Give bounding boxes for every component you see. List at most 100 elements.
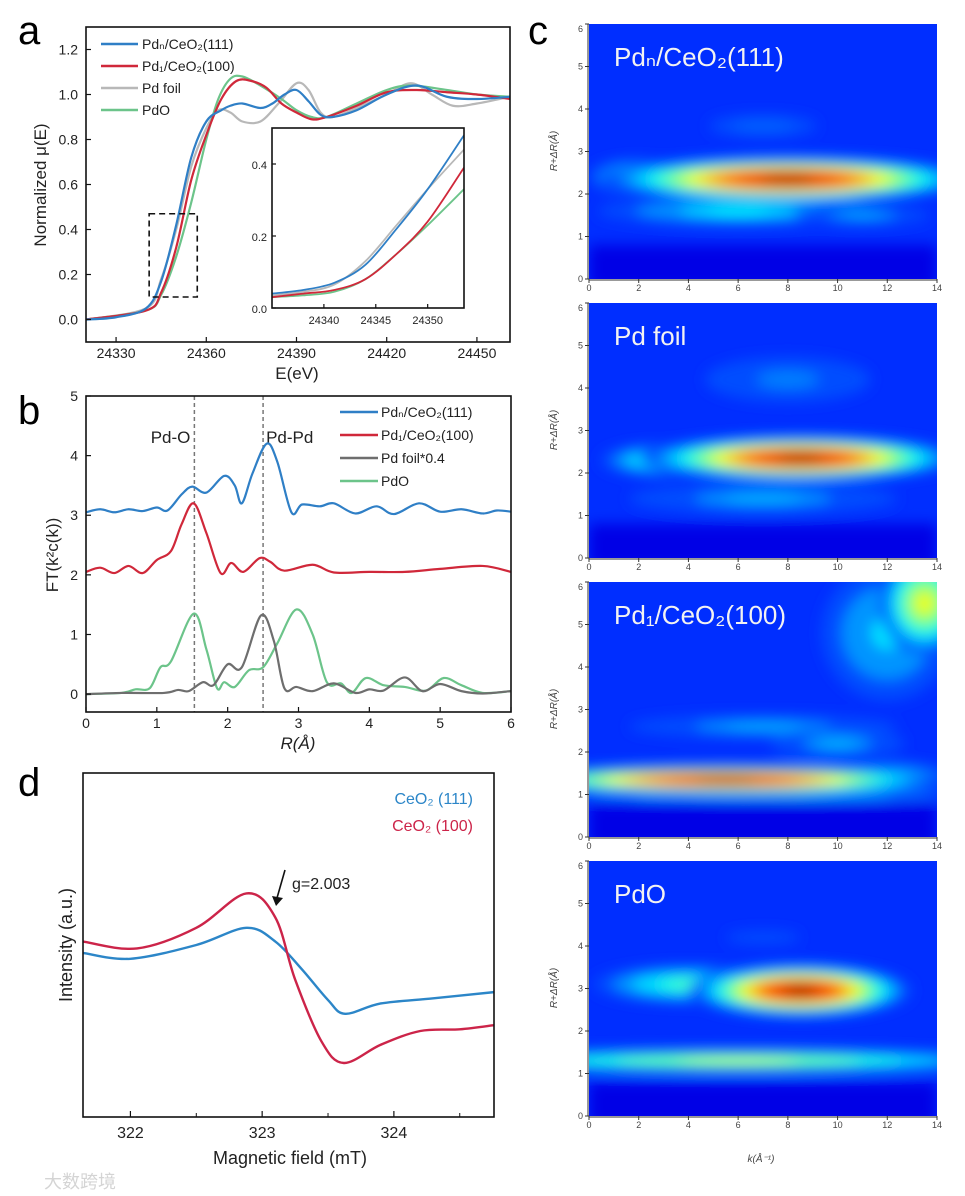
legend-label: PdO xyxy=(381,473,409,489)
panel-letter-d: d xyxy=(18,761,40,805)
heatmap-low-band xyxy=(589,1082,937,1116)
x-tick-label: 4 xyxy=(686,841,691,851)
series-line-pd-ceo-111- xyxy=(272,134,464,295)
x-tick-label: 2 xyxy=(636,1120,641,1130)
y-tick-label: 5 xyxy=(578,899,583,909)
heatmap-field xyxy=(589,24,937,279)
x-tick-label: 2 xyxy=(224,715,232,731)
series-line-pd-ceo-100- xyxy=(272,167,464,299)
y-axis-label: R+ΔR(Å) xyxy=(547,410,560,450)
x-tick-label: 8 xyxy=(785,283,790,293)
legend-label: Pdₙ/CeO₂(111) xyxy=(142,36,233,52)
heatmap-peak xyxy=(725,723,801,730)
y-tick-label: 0.0 xyxy=(59,312,79,328)
heatmap-title: Pd₁/CeO₂(100) xyxy=(614,600,786,630)
x-tick-label: 4 xyxy=(365,715,373,731)
arrow-head-icon xyxy=(272,896,283,906)
y-tick-label: 3 xyxy=(578,705,583,715)
y-axis-label: FT(k²c(k)) xyxy=(43,518,62,593)
x-tick-label: 4 xyxy=(686,283,691,293)
heatmap-feature xyxy=(708,114,818,138)
heatmap-peak xyxy=(761,175,814,183)
series-line-ceo-100- xyxy=(82,892,495,1065)
x-tick-label: 6 xyxy=(736,562,741,572)
x-tick-label: 12 xyxy=(882,841,892,851)
heatmap-title: PdO xyxy=(614,879,666,909)
heatmap-field xyxy=(589,861,937,1116)
heatmap-peak xyxy=(707,207,770,215)
y-tick-label: 6 xyxy=(578,582,583,592)
x-tick-label: 8 xyxy=(785,841,790,851)
x-tick-label: 10 xyxy=(833,562,843,572)
panel-letter-a: a xyxy=(18,9,41,53)
heatmap-low-band xyxy=(589,524,937,558)
x-tick-label: 0 xyxy=(586,841,591,851)
heatmap-feature xyxy=(704,356,871,403)
series-line-pd-foil-0-4 xyxy=(85,613,512,696)
annotation-label: Pd-Pd xyxy=(266,428,313,447)
inset-frame xyxy=(271,127,465,309)
heatmap-feature xyxy=(639,435,937,481)
y-tick-label: 5 xyxy=(578,62,583,72)
x-tick-label: 323 xyxy=(249,1125,276,1142)
x-tick-label: 14 xyxy=(932,562,942,572)
x-tick-label: 24345 xyxy=(360,315,391,327)
heatmap-feature xyxy=(688,963,912,1018)
y-tick-label: 0 xyxy=(70,686,78,702)
zoom-region-box xyxy=(148,212,199,298)
x-tick-label: 6 xyxy=(736,1120,741,1130)
heatmap-peak xyxy=(731,119,795,133)
x-tick-label: 24360 xyxy=(187,345,226,361)
heatmap-feature xyxy=(600,156,937,202)
x-axis-label: R(Å) xyxy=(281,734,316,753)
y-tick-label: 5 xyxy=(578,341,583,351)
y-tick-label: 5 xyxy=(70,388,78,404)
y-tick-label: 4 xyxy=(578,383,583,393)
y-tick-label: 5 xyxy=(578,620,583,630)
x-tick-label: 12 xyxy=(882,562,892,572)
x-tick-label: 4 xyxy=(686,1120,691,1130)
heatmap-blobs xyxy=(589,931,937,1116)
legend-label: Pd foil*0.4 xyxy=(381,450,445,466)
chart-xanes: 24330 24360 24390 24420 24450 0.0 0.2 0.4 0.6 0.8… xyxy=(31,26,511,383)
annotation-arrow xyxy=(276,869,286,899)
heatmap-peak xyxy=(777,454,823,462)
heatmap-feature xyxy=(879,582,937,655)
x-tick-label: 24450 xyxy=(457,345,496,361)
heatmap-peak xyxy=(725,494,801,503)
y-axis-label: R+ΔR(Å) xyxy=(547,968,560,1008)
heatmap-title: Pd foil xyxy=(614,321,686,351)
y-tick-label: 3 xyxy=(578,147,583,157)
y-tick-label: 6 xyxy=(578,24,583,34)
x-tick-label: 24340 xyxy=(309,315,340,327)
chart-epr: 322 323 324 Magnetic field (mT) Intensity (a… xyxy=(56,772,495,1168)
heatmap-peak xyxy=(818,739,857,748)
y-tick-label: 3 xyxy=(578,984,583,994)
series-line-pd-ceo-100- xyxy=(85,502,512,576)
x-tick-label: 2 xyxy=(636,841,641,851)
x-tick-label: 8 xyxy=(785,562,790,572)
x-tick-label: 8 xyxy=(785,1120,790,1130)
x-tick-label: 0 xyxy=(82,715,90,731)
annotation-label: Pd-O xyxy=(151,428,191,447)
heatmap-title: Pdₙ/CeO₂(111) xyxy=(614,42,784,72)
y-tick-label: 1 xyxy=(70,626,78,642)
x-tick-label: 0 xyxy=(586,1120,591,1130)
x-tick-label: 6 xyxy=(736,283,741,293)
panel-letter-c: c xyxy=(528,9,548,53)
heatmap-feature xyxy=(589,764,937,795)
x-axis-label: k(Å⁻¹) xyxy=(748,1152,775,1165)
panel-letter-b: b xyxy=(18,389,40,433)
heatmap-background xyxy=(589,24,937,279)
heatmap-peak xyxy=(917,594,933,612)
x-tick-label: 10 xyxy=(833,1120,843,1130)
y-tick-label: 3 xyxy=(578,426,583,436)
series-line-pd-ceo-100- xyxy=(86,78,510,321)
y-axis-label: R+ΔR(Å) xyxy=(547,131,560,171)
x-tick-label: 12 xyxy=(882,283,892,293)
x-tick-label: 12 xyxy=(882,1120,892,1130)
heatmap-peak xyxy=(843,212,882,218)
